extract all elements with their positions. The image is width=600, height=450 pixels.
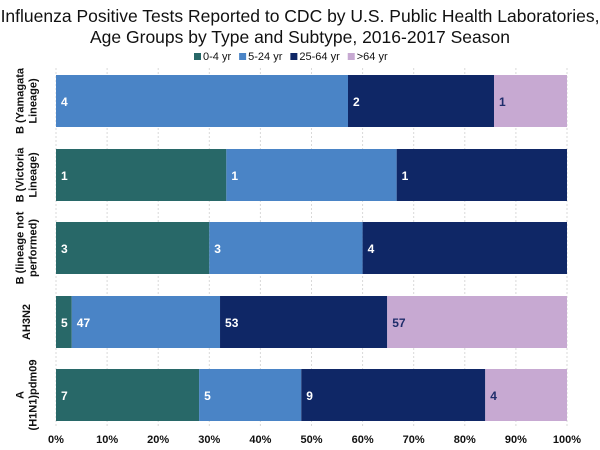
data-label: 4 (490, 389, 497, 403)
category-label: B (Yamagata (15, 67, 27, 134)
bar-segment (226, 149, 397, 201)
x-tick-label: 70% (403, 434, 425, 446)
data-label: 4 (368, 242, 375, 256)
legend-label: 25-64 yr (299, 51, 340, 63)
legend-label: 0-4 yr (203, 51, 231, 63)
x-tick-label: 30% (198, 434, 220, 446)
category-label: (H1N1)pdm09 (28, 360, 40, 431)
chart-title: Influenza Positive Tests Reported to CDC… (0, 6, 600, 47)
bar-segment (56, 296, 72, 348)
x-tick-label: 80% (454, 434, 476, 446)
category-label: A (15, 391, 27, 399)
legend-label: 5-24 yr (248, 51, 283, 63)
data-label: 2 (353, 95, 360, 109)
category-label: Lineage) (28, 78, 40, 124)
category-label: AH3N2 (21, 304, 33, 340)
legend-swatch (194, 53, 201, 60)
data-label: 5 (61, 316, 68, 330)
data-label: 57 (392, 316, 406, 330)
legend-swatch (239, 53, 247, 60)
bar-segment (56, 75, 348, 127)
x-tick-label: 60% (352, 434, 374, 446)
data-label: 3 (214, 242, 221, 256)
x-tick-label: 0% (48, 434, 64, 446)
data-label: 1 (402, 169, 409, 183)
bar-segment (56, 222, 210, 274)
category-label: B (Victoria (15, 147, 27, 203)
bar-segment (209, 222, 363, 274)
bar-segment (71, 296, 221, 348)
category-label: B (lineage not (15, 211, 27, 284)
x-tick-label: 40% (249, 434, 271, 446)
legend-swatch (347, 53, 355, 60)
data-label: 7 (61, 389, 68, 403)
bar-segment (362, 222, 567, 274)
legend-label: >64 yr (357, 51, 388, 63)
bar-segment (485, 369, 567, 421)
legend-swatch (290, 53, 298, 60)
bar-segment (396, 149, 567, 201)
x-tick-label: 50% (300, 434, 322, 446)
bar-segment (56, 149, 227, 201)
x-tick-label: 100% (553, 434, 581, 446)
category-label: performed) (28, 219, 40, 277)
data-label: 1 (231, 169, 238, 183)
data-label: 53 (225, 316, 239, 330)
data-label: 9 (306, 389, 313, 403)
data-label: 1 (61, 169, 68, 183)
data-label: 1 (499, 95, 506, 109)
bar-segment (199, 369, 302, 421)
data-label: 4 (61, 95, 68, 109)
data-label: 3 (61, 242, 68, 256)
bar-segment (301, 369, 486, 421)
bar-segment (220, 296, 388, 348)
category-label: Lineage) (28, 152, 40, 198)
bar-segment (387, 296, 567, 348)
data-label: 5 (204, 389, 211, 403)
x-tick-label: 20% (147, 434, 169, 446)
x-tick-label: 90% (505, 434, 527, 446)
bar-segment (348, 75, 494, 127)
bar-segment (56, 369, 200, 421)
x-tick-label: 10% (96, 434, 118, 446)
bar-segment (494, 75, 567, 127)
data-label: 47 (77, 316, 91, 330)
